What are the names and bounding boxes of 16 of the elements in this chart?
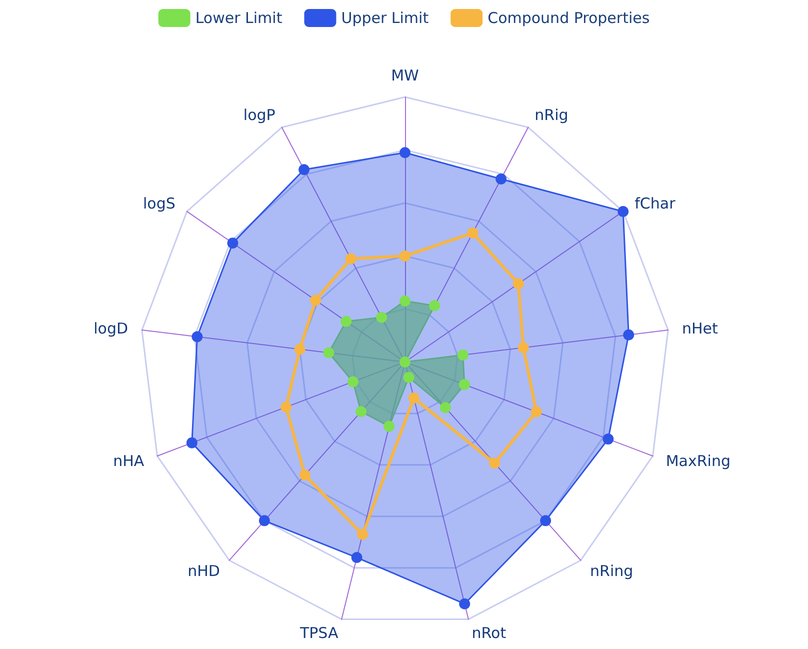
spoke-label: logS [142,194,176,213]
spoke-label: logP [243,106,276,124]
spoke-label: nRig [534,106,568,124]
spoke-label: MaxRing [666,452,731,470]
spoke-label: nHet [682,319,718,338]
spoke-label: nHA [113,452,145,470]
legend-label: Compound Properties [488,9,650,27]
legend-label: Upper Limit [341,9,429,27]
spoke-label: fChar [634,194,676,213]
legend-label: Lower Limit [195,9,282,27]
spoke-label: TPSA [298,624,339,642]
spoke-label: logD [94,319,128,338]
spoke-label: MW [391,66,420,84]
spoke-label: nRing [590,562,634,580]
spoke-label: nHD [188,562,220,580]
spoke-label: nRot [472,624,506,642]
